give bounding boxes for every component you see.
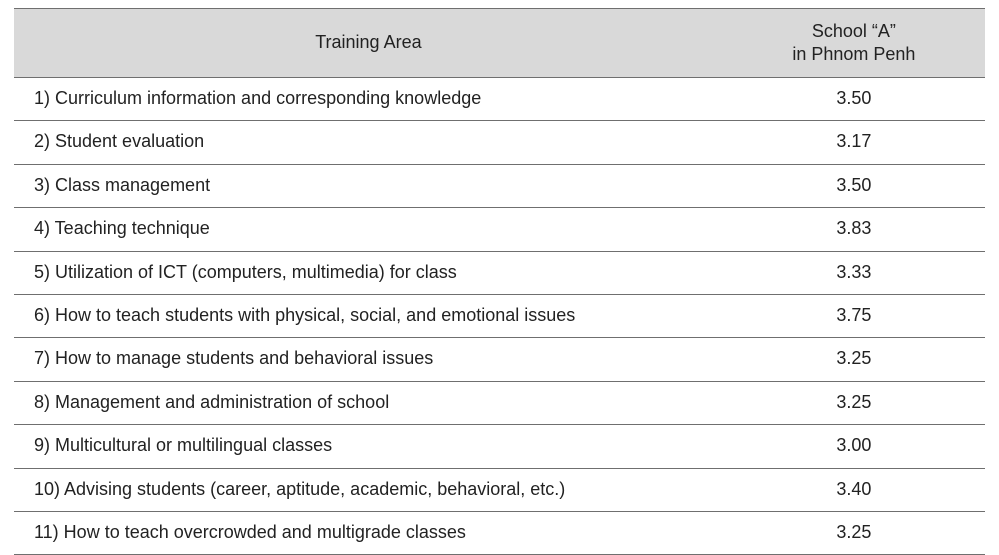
cell-value: 3.33 [723, 251, 985, 294]
training-area-table: Training Area School “A” in Phnom Penh 1… [14, 8, 985, 555]
cell-value: 3.17 [723, 121, 985, 164]
cell-area: 10) Advising students (career, aptitude,… [14, 468, 723, 511]
training-area-table-container: Training Area School “A” in Phnom Penh 1… [0, 0, 999, 541]
cell-value: 3.40 [723, 468, 985, 511]
table-row: 9) Multicultural or multilingual classes… [14, 425, 985, 468]
cell-area: 8) Management and administration of scho… [14, 381, 723, 424]
table-body: 1) Curriculum information and correspond… [14, 78, 985, 555]
table-row: 7) How to manage students and behavioral… [14, 338, 985, 381]
cell-area: 2) Student evaluation [14, 121, 723, 164]
cell-area: 9) Multicultural or multilingual classes [14, 425, 723, 468]
table-row: 11) How to teach overcrowded and multigr… [14, 511, 985, 554]
cell-value: 3.25 [723, 381, 985, 424]
table-row: 8) Management and administration of scho… [14, 381, 985, 424]
cell-area: 7) How to manage students and behavioral… [14, 338, 723, 381]
cell-area: 1) Curriculum information and correspond… [14, 78, 723, 121]
col-header-school-line2: in Phnom Penh [733, 43, 975, 66]
col-header-school-a: School “A” in Phnom Penh [723, 9, 985, 78]
cell-area: 11) How to teach overcrowded and multigr… [14, 511, 723, 554]
table-row: 10) Advising students (career, aptitude,… [14, 468, 985, 511]
cell-area: 6) How to teach students with physical, … [14, 294, 723, 337]
cell-area: 3) Class management [14, 164, 723, 207]
col-header-school-line1: School “A” [733, 20, 975, 43]
cell-value: 3.83 [723, 208, 985, 251]
table-row: 5) Utilization of ICT (computers, multim… [14, 251, 985, 294]
cell-value: 3.75 [723, 294, 985, 337]
cell-value: 3.00 [723, 425, 985, 468]
table-row: 3) Class management 3.50 [14, 164, 985, 207]
table-header-row: Training Area School “A” in Phnom Penh [14, 9, 985, 78]
cell-value: 3.25 [723, 338, 985, 381]
cell-value: 3.50 [723, 78, 985, 121]
table-row: 4) Teaching technique 3.83 [14, 208, 985, 251]
col-header-training-area: Training Area [14, 9, 723, 78]
table-row: 2) Student evaluation 3.17 [14, 121, 985, 164]
cell-value: 3.25 [723, 511, 985, 554]
table-row: 6) How to teach students with physical, … [14, 294, 985, 337]
cell-value: 3.50 [723, 164, 985, 207]
col-header-area-label: Training Area [315, 32, 421, 52]
table-row: 1) Curriculum information and correspond… [14, 78, 985, 121]
cell-area: 4) Teaching technique [14, 208, 723, 251]
cell-area: 5) Utilization of ICT (computers, multim… [14, 251, 723, 294]
